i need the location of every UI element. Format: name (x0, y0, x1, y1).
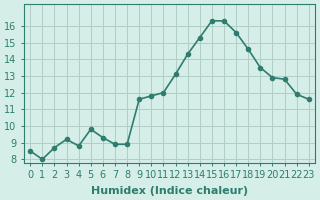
X-axis label: Humidex (Indice chaleur): Humidex (Indice chaleur) (91, 186, 248, 196)
